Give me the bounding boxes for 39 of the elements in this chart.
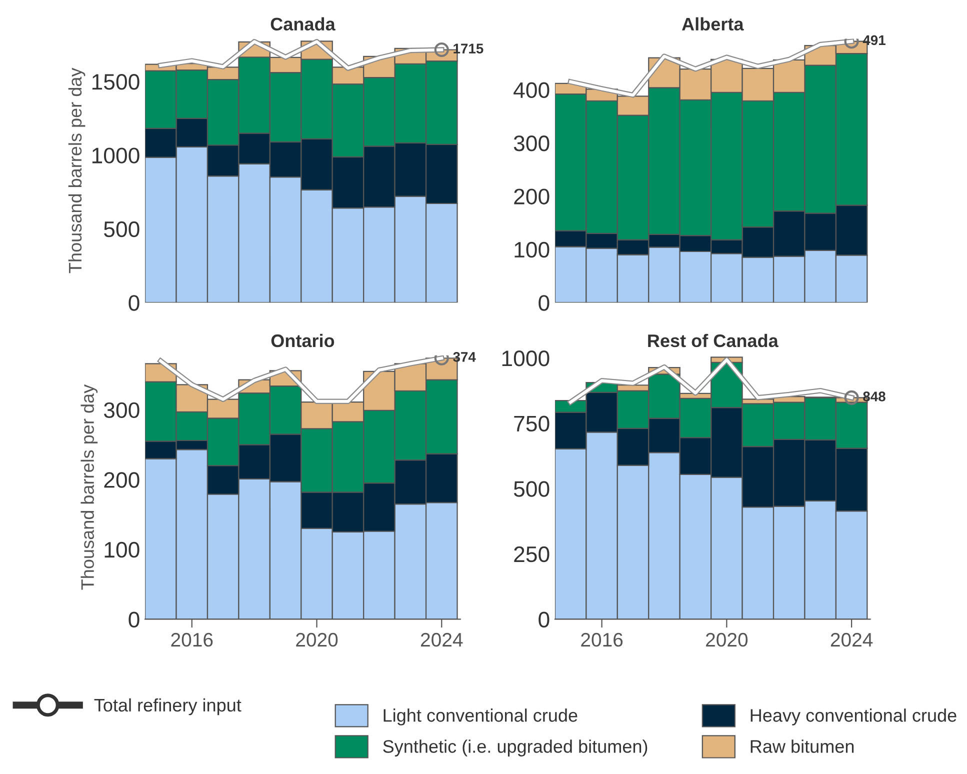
y-tick-label: 750	[514, 416, 550, 432]
y-tick-label: 1000	[502, 350, 550, 366]
y-axis-title: Thousand barrels per day	[68, 68, 86, 274]
y-tick-label: 0	[128, 612, 140, 628]
y-tick-label: 200	[514, 188, 550, 204]
legend-label: Heavy conventional crude	[750, 708, 956, 726]
legend-label: Synthetic (i.e. upgraded bitumen)	[383, 740, 648, 756]
x-tick-label: 2020	[706, 632, 748, 647]
y-tick-label: 500	[514, 481, 550, 497]
chart-title: Alberta	[682, 17, 744, 31]
x-tick-label: 2020	[296, 632, 338, 647]
y-tick-label: 300	[104, 402, 140, 418]
annotation: 1715	[454, 44, 484, 54]
y-tick-label: 500	[104, 221, 140, 238]
y-tick-label: 1500	[92, 74, 140, 90]
y-tick-label: 0	[538, 295, 550, 311]
x-tick-label: 2016	[581, 632, 623, 647]
chart-title: Ontario	[271, 334, 334, 348]
chart-title: Canada	[270, 17, 336, 31]
y-tick-label: 100	[514, 242, 550, 258]
annotation: 848	[863, 392, 886, 402]
y-tick-label: 0	[538, 612, 550, 628]
y-tick-label: 300	[514, 136, 550, 152]
legend-label: Light conventional crude	[384, 708, 578, 726]
y-tick-label: 400	[514, 82, 550, 98]
legend-label: Raw bitumen	[750, 740, 854, 753]
y-axis-title: Thousand barrels per day	[80, 384, 98, 590]
x-tick-label: 2024	[830, 632, 873, 647]
y-tick-label: 250	[514, 546, 550, 562]
annotation: 491	[862, 35, 886, 46]
annotation: 374	[453, 352, 476, 362]
y-tick-label: 100	[104, 542, 140, 558]
chart-title: Rest of Canada	[648, 334, 778, 348]
y-tick-label: 200	[104, 472, 140, 488]
y-tick-label: 0	[128, 295, 140, 311]
x-tick-label: 2024	[420, 632, 463, 647]
x-tick-label: 2016	[171, 632, 213, 647]
y-tick-label: 1000	[92, 148, 140, 164]
legend-label: Total refinery input	[94, 698, 242, 716]
